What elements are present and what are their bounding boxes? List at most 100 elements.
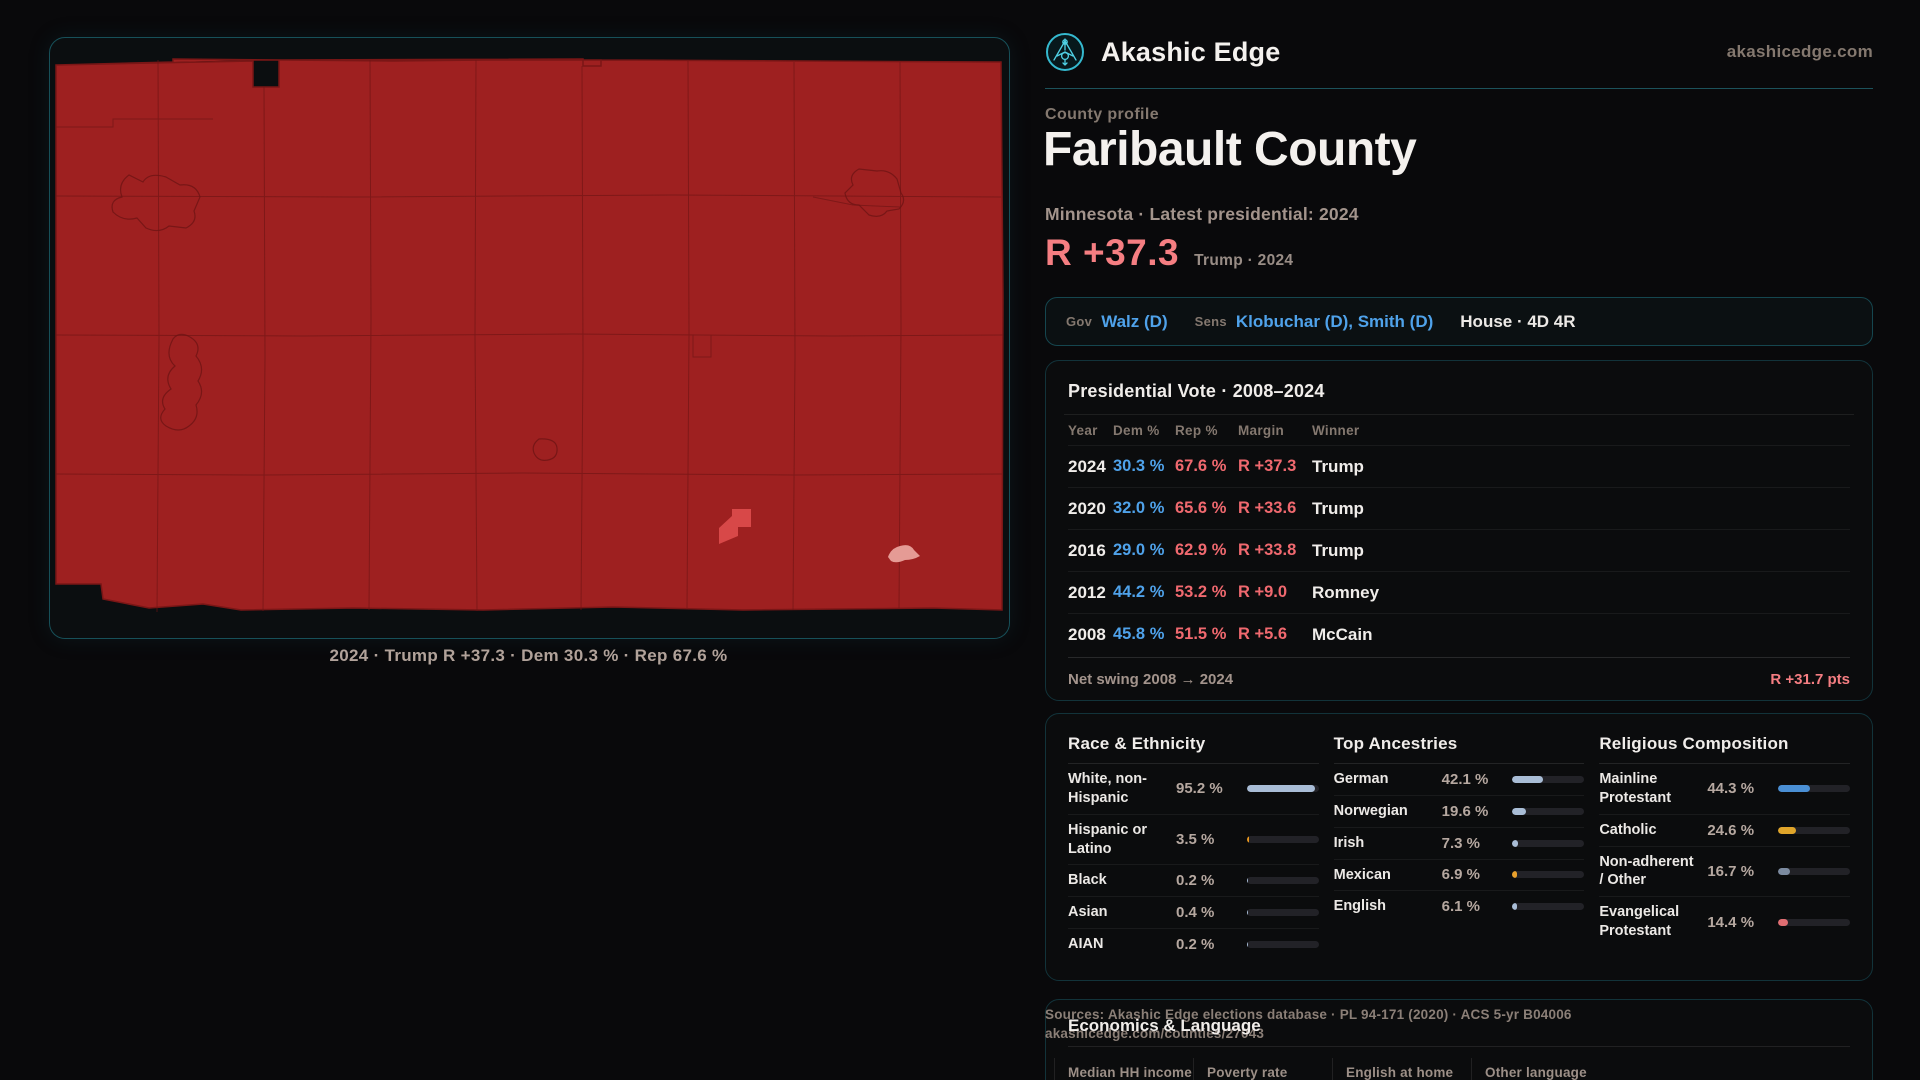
precinct-map[interactable] [53, 57, 1006, 613]
divider [1068, 1046, 1850, 1047]
officials-bar: Gov Walz (D) Sens Klobuchar (D), Smith (… [1045, 297, 1873, 346]
sources-permalink[interactable]: akashicedge.com/counties/27043 [1045, 1026, 1265, 1041]
econ-column: English at home [1332, 1058, 1471, 1080]
highlight-precinct[interactable] [719, 509, 751, 544]
sources-footnote: Sources: Akashic Edge elections database… [1045, 1005, 1572, 1043]
cell-winner: McCain [1312, 624, 1373, 644]
stat-bar [1246, 836, 1319, 844]
stat-bar-fill [1512, 775, 1543, 783]
section-title: Race & Ethnicity [1068, 734, 1206, 753]
stat-label: Catholic [1599, 821, 1657, 838]
township-boundaries [55, 59, 1004, 613]
economics-columns: Median HH income Poverty rate English at… [1054, 1058, 1850, 1080]
stat-bar-fill [1246, 785, 1316, 793]
cell-rep: 65.6 % [1175, 499, 1227, 517]
cell-dem: 29.0 % [1113, 541, 1165, 559]
stat-bar-fill [1512, 871, 1518, 879]
cell-margin: R +9.0 [1238, 583, 1288, 601]
stat-bar-fill [1512, 903, 1517, 911]
stat-value: 42.1 % [1441, 770, 1489, 788]
map-caption: 2024 · Trump R +37.3 · Dem 30.3 % · Rep … [329, 646, 728, 665]
list-item: Mexican 6.9 % [1333, 858, 1585, 891]
col-winner: Winner [1312, 422, 1360, 438]
column-header: Poverty rate [1207, 1065, 1288, 1080]
site-header: Akashic Edge akashicedge.com [1045, 26, 1873, 78]
governor-link[interactable]: Walz (D) [1101, 311, 1168, 331]
stat-label: Black [1068, 872, 1107, 889]
stat-bar [1246, 877, 1319, 885]
stat-value: 19.6 % [1441, 802, 1489, 820]
column-header: Median HH income [1068, 1065, 1192, 1080]
column-header: English at home [1346, 1065, 1454, 1080]
stat-bar [1512, 775, 1585, 783]
col-year: Year [1068, 422, 1098, 438]
stat-bar-fill [1246, 836, 1250, 844]
county-map-card [49, 37, 1010, 639]
cell-dem: 45.8 % [1113, 625, 1165, 643]
stat-value: 16.7 % [1707, 862, 1755, 880]
list-item: White, non-Hispanic 95.2 % [1068, 764, 1319, 814]
stat-value: 95.2 % [1176, 780, 1223, 798]
section-title: Economics & Language [1068, 1016, 1261, 1035]
col-margin: Margin [1238, 422, 1285, 438]
margin-value: R +37.3 [1045, 232, 1180, 273]
net-swing-row: Net swing 2008 → 2024 R +31.7 pts [1068, 657, 1850, 700]
cell-dem: 44.2 % [1113, 583, 1165, 601]
col-dem: Dem % [1113, 422, 1160, 438]
table-row: 2016 29.0 % 62.9 % R +33.8 Trump [1068, 529, 1850, 571]
net-swing-label: Net swing 2008 → 2024 [1068, 670, 1234, 688]
stat-value: 0.4 % [1176, 904, 1215, 922]
cell-year: 2008 [1068, 624, 1106, 644]
highlight-precinct-light[interactable] [888, 545, 920, 563]
col-rep: Rep % [1175, 422, 1218, 438]
margin-context: Trump · 2024 [1194, 252, 1294, 269]
cell-rep: 67.6 % [1175, 457, 1227, 475]
economics-language-panel: Economics & Language Median HH income Po… [1045, 999, 1873, 1080]
stat-value: 6.9 % [1441, 866, 1481, 884]
vote-panel-title: Presidential Vote · 2008–2024 [1068, 381, 1325, 401]
cell-year: 2016 [1068, 540, 1106, 560]
stat-value: 44.3 % [1707, 780, 1755, 798]
list-item: Hispanic or Latino 3.5 % [1068, 813, 1319, 865]
stat-value: 7.3 % [1441, 834, 1481, 852]
stat-bar [1512, 839, 1585, 847]
econ-column: Poverty rate [1193, 1058, 1332, 1080]
page-title: Faribault County [1043, 123, 1417, 176]
stat-bar-fill [1778, 918, 1789, 926]
cell-margin: R +5.6 [1238, 625, 1288, 643]
stat-value: 6.1 % [1441, 898, 1481, 916]
cell-margin: R +37.3 [1238, 457, 1297, 475]
list-item: Non-adherent / Other 16.7 % [1599, 845, 1850, 897]
senators-link[interactable]: Klobuchar (D), Smith (D) [1235, 311, 1434, 331]
stat-value: 0.2 % [1176, 872, 1215, 890]
stat-label: AIAN [1068, 936, 1104, 953]
stat-label: Mainline Protestant [1599, 771, 1672, 806]
column-header: Other language [1485, 1065, 1587, 1080]
stat-value: 3.5 % [1176, 831, 1215, 849]
stat-label: Norwegian [1333, 802, 1408, 819]
list-item: AIAN 0.2 % [1068, 928, 1319, 960]
stat-bar-fill [1512, 807, 1527, 815]
stat-bar [1246, 940, 1319, 948]
table-row: 2008 45.8 % 51.5 % R +5.6 McCain [1068, 613, 1850, 655]
city-boundaries [111, 168, 905, 461]
sources-line: Sources: Akashic Edge elections database… [1045, 1007, 1572, 1022]
econ-column: Other language [1471, 1058, 1610, 1080]
house-delegation: House · 4D 4R [1460, 311, 1576, 331]
stat-bar-fill [1778, 785, 1810, 793]
section-title: Top Ancestries [1333, 734, 1458, 753]
stat-label: Asian [1068, 904, 1108, 921]
site-domain-link[interactable]: akashicedge.com [1726, 42, 1873, 61]
list-item: German 42.1 % [1334, 764, 1585, 795]
stat-bar [1778, 785, 1850, 793]
table-row: 2024 30.3 % 67.6 % R +37.3 Trump [1068, 445, 1850, 487]
sens-label: Sens [1194, 314, 1227, 329]
cell-winner: Trump [1312, 498, 1364, 518]
race-ethnicity-section: Race & Ethnicity White, non-Hispanic 95.… [1068, 728, 1319, 966]
stat-bar [1512, 871, 1585, 879]
list-item: Norwegian 19.6 % [1333, 794, 1585, 827]
divider [1333, 763, 1585, 764]
stat-label: White, non-Hispanic [1068, 771, 1147, 806]
stat-label: Irish [1333, 834, 1365, 851]
